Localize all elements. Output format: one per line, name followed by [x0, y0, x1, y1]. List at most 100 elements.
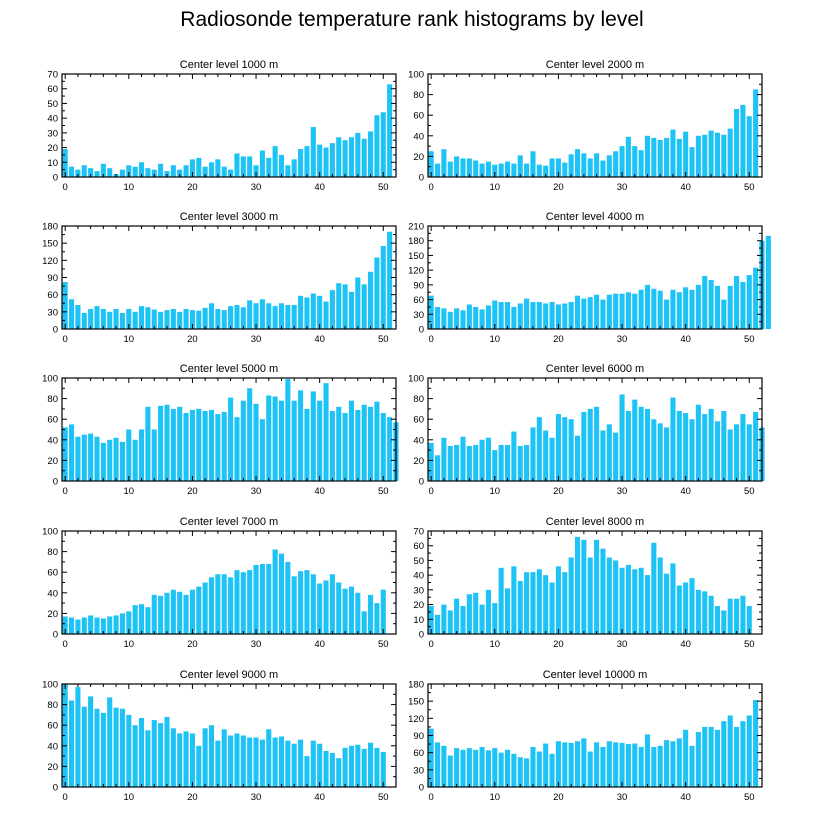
y-tick-label: 50 [47, 99, 58, 110]
bar [387, 84, 393, 177]
x-tick-label: 40 [314, 334, 325, 345]
bar [183, 165, 189, 177]
y-tick-label: 30 [47, 128, 58, 139]
y-tick-label: 40 [47, 588, 58, 599]
bar [380, 112, 386, 177]
bar [492, 603, 498, 634]
bar [606, 557, 612, 634]
x-tick-label: 0 [429, 182, 434, 193]
bar [574, 149, 581, 177]
panel-8: Center level 8000 m 0 10 20 30 40 50 60 70 0 10 20 3… [413, 516, 763, 650]
bar [504, 749, 511, 787]
bar [524, 758, 530, 787]
bar [727, 715, 733, 787]
bar [177, 311, 183, 329]
panel-title: Center level 2000 m [546, 59, 644, 71]
bar [746, 275, 752, 329]
bar [600, 299, 606, 329]
bar [613, 432, 619, 481]
bar [657, 557, 663, 634]
y-tick-label: 80 [47, 547, 58, 558]
bar [466, 304, 472, 329]
bar [721, 410, 727, 481]
bar [562, 742, 568, 787]
y-tick-label: 40 [47, 114, 58, 125]
bar [107, 311, 113, 329]
bar [702, 276, 708, 329]
bar [568, 419, 574, 481]
y-tick-label: 0 [53, 783, 58, 794]
bar [714, 285, 721, 329]
bar [479, 746, 485, 787]
panel-3: Center level 3000 m 0 30 60 90 120 150 180 0 10 20… [42, 211, 397, 345]
panel-6: Center level 6000 m 0 20 40 60 80 100 0 10 20 30 40… [408, 363, 765, 497]
bar [447, 311, 453, 329]
bar [574, 435, 581, 481]
bar [208, 162, 215, 177]
panel-title: Center level 4000 m [546, 211, 644, 223]
bar [221, 574, 227, 634]
y-tick-label: 30 [47, 307, 58, 318]
bar [746, 715, 752, 787]
bar [310, 126, 316, 177]
bar [253, 165, 259, 177]
bar [170, 589, 176, 634]
bar [740, 595, 746, 634]
bar [714, 729, 721, 787]
bar [485, 589, 491, 634]
bar [435, 163, 441, 177]
panel-title: Center level 1000 m [180, 59, 278, 71]
y-tick-label: 60 [413, 295, 424, 306]
bar [511, 431, 517, 481]
y-tick-label: 150 [408, 697, 424, 708]
bar [75, 619, 81, 634]
y-tick-label: 10 [413, 615, 424, 626]
bar [189, 733, 195, 787]
bar [298, 295, 304, 329]
bar [151, 169, 157, 177]
bar [498, 163, 504, 177]
y-tick-label: 0 [53, 630, 58, 641]
x-tick-label: 50 [744, 792, 755, 803]
bar [304, 146, 310, 177]
bar [336, 137, 342, 177]
bar [215, 574, 221, 634]
bar [670, 129, 676, 177]
bar [504, 444, 511, 481]
bar [753, 89, 759, 177]
y-tick-label: 100 [42, 680, 58, 691]
bar [619, 567, 625, 634]
bar [714, 132, 721, 177]
bar [664, 573, 670, 634]
x-tick-label: 10 [490, 486, 501, 497]
y-tick-label: 60 [413, 111, 424, 122]
x-tick-label: 10 [490, 639, 501, 650]
bar [88, 615, 94, 634]
bar [291, 304, 297, 329]
bar [355, 744, 361, 787]
y-tick-label: 100 [42, 527, 58, 538]
bar [657, 139, 663, 177]
bar [145, 168, 151, 177]
bar [517, 303, 523, 329]
y-tick-label: 70 [47, 70, 58, 81]
y-tick-label: 20 [47, 143, 58, 154]
bar [524, 572, 530, 634]
x-tick-label: 0 [429, 486, 434, 497]
bar [530, 302, 536, 329]
bar [361, 284, 367, 329]
bar [170, 728, 176, 787]
bar [189, 589, 195, 634]
bar [689, 578, 695, 634]
bar [355, 409, 361, 481]
bar [75, 169, 81, 177]
bar [310, 293, 316, 329]
bar [740, 281, 746, 329]
bar [100, 618, 106, 634]
bar [81, 434, 87, 481]
bar [323, 750, 329, 787]
y-tick-label: 90 [413, 731, 424, 742]
bar [485, 750, 491, 787]
y-tick-label: 0 [419, 325, 424, 336]
x-tick-label: 20 [553, 639, 564, 650]
